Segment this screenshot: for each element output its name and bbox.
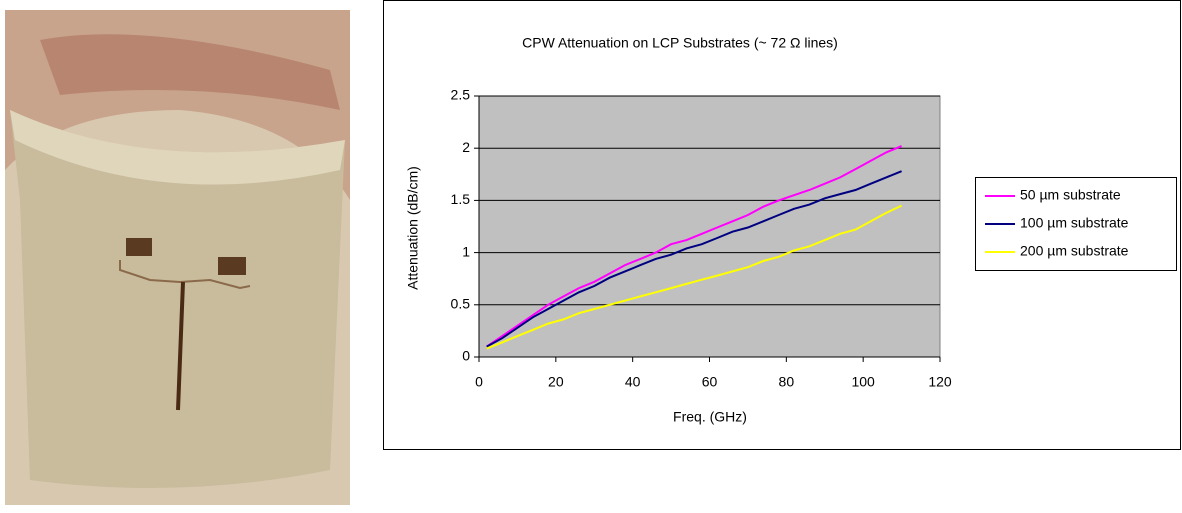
series-line <box>486 145 902 348</box>
feed-network <box>119 260 251 290</box>
x-axis-label: Freq. (GHz) <box>673 409 747 425</box>
legend-label: 200 µm substrate <box>1020 243 1129 259</box>
x-tick-label: 100 <box>851 374 875 390</box>
x-tick-label: 0 <box>475 374 483 390</box>
sheet <box>10 110 345 488</box>
x-tick-label: 80 <box>779 374 795 390</box>
series-line <box>486 170 902 348</box>
y-tick-label: 2 <box>462 139 470 155</box>
legend-label: 50 µm substrate <box>1020 187 1121 203</box>
y-tick-label: 2.5 <box>451 87 471 103</box>
chart-title: CPW Attenuation on LCP Substrates (~ 72 … <box>522 35 838 51</box>
x-tick-label: 40 <box>625 374 641 390</box>
y-tick-label: 0.5 <box>451 296 471 312</box>
y-tick-label: 0 <box>462 348 470 364</box>
plot-area <box>478 95 941 358</box>
sheet-highlight <box>10 110 345 185</box>
series-line <box>486 204 903 350</box>
y-axis-label: Attenuation (dB/cm) <box>405 166 421 290</box>
photo <box>5 10 350 505</box>
finger <box>40 34 340 110</box>
y-tick-label: 1 <box>462 243 470 259</box>
patch-right <box>218 257 246 275</box>
x-tick-label: 120 <box>928 374 952 390</box>
x-tick-label: 60 <box>702 374 718 390</box>
patch-left <box>126 238 152 256</box>
y-tick-label: 1.5 <box>451 191 471 207</box>
legend-label: 100 µm substrate <box>1020 215 1129 231</box>
x-tick-label: 20 <box>548 374 564 390</box>
legend <box>975 177 1177 271</box>
feed-line <box>176 281 185 411</box>
